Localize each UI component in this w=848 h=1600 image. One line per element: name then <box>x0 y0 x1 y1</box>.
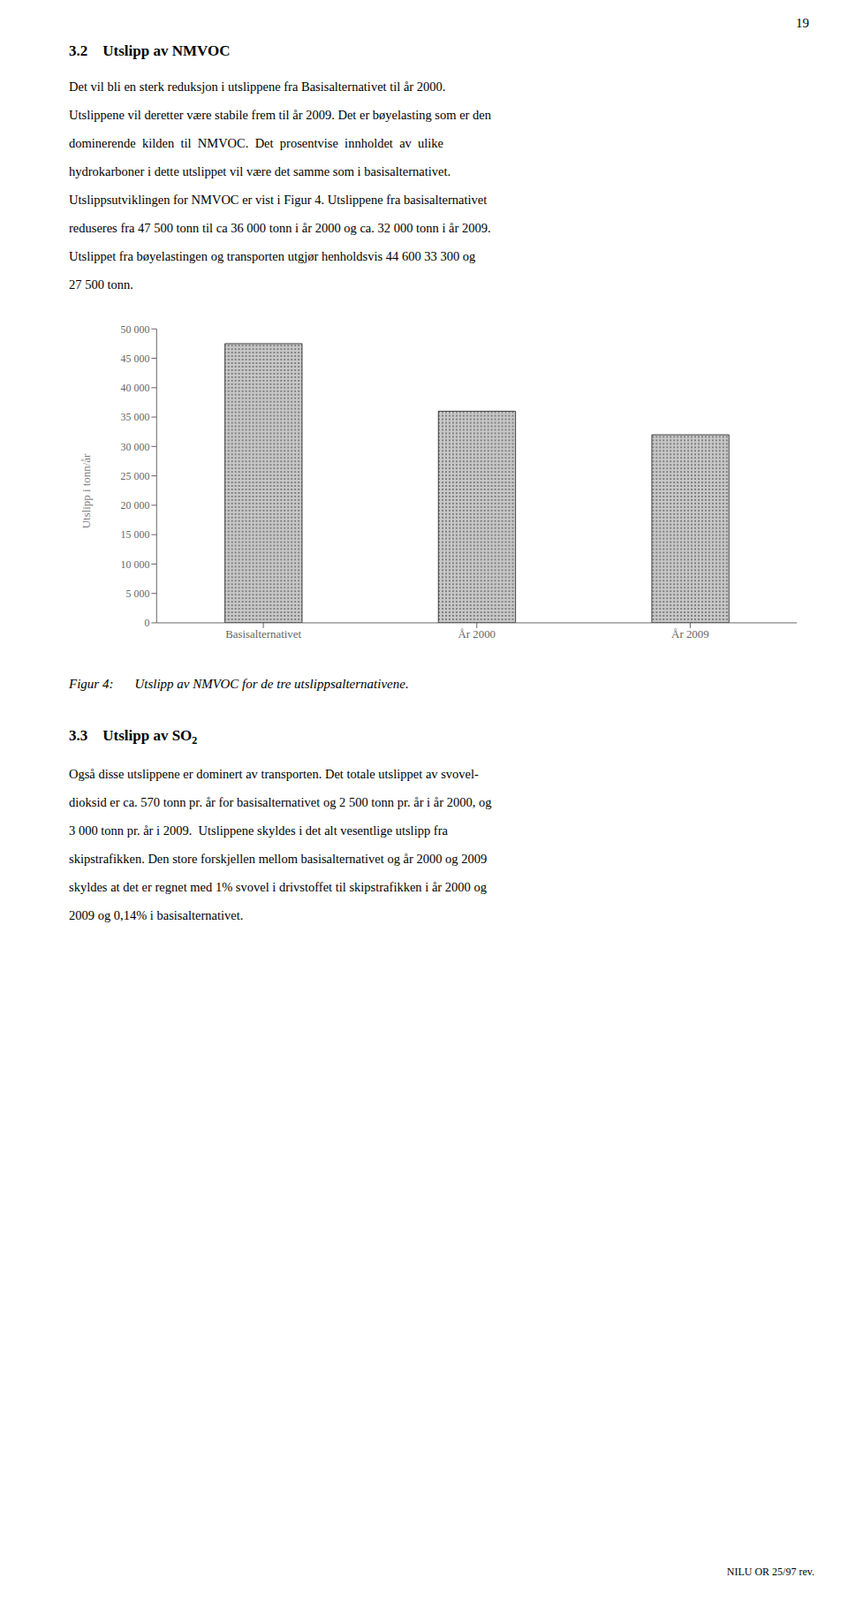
html-text:Det vil bli en sterk reduksjon: Det vil bli en sterk reduksjon i utslipp… <box>68 79 446 94</box>
html-text:Utslippet fra bøyelastingen og: Utslippet fra bøyelastingen og transport… <box>68 249 476 264</box>
svg-text:50 000: 50 000 <box>121 323 151 336</box>
html-text:Figur 4:: Figur 4: <box>68 676 114 691</box>
html-text:NILU OR 25/97 rev.: NILU OR 25/97 rev. <box>726 1565 815 1578</box>
html-text:Utslippsutviklingen for NMVOC: Utslippsutviklingen for NMVOC er vist i … <box>68 192 487 207</box>
svg-text:20 000: 20 000 <box>121 499 151 512</box>
svg-text:15 000: 15 000 <box>121 528 151 541</box>
html-text:27 500 tonn.: 27 500 tonn. <box>68 277 134 292</box>
html-text:3.2 Utslipp av NMVOC: 3.2 Utslipp av NMVOC <box>68 42 231 60</box>
svg-text:30 000: 30 000 <box>121 440 151 454</box>
svg-text:År 2000: År 2000 <box>457 628 496 641</box>
html-text:Utslippene vil deretter være s: Utslippene vil deretter være stabile fre… <box>68 107 492 122</box>
svg-text:5 000: 5 000 <box>126 587 151 600</box>
html-text:3.3 Utslipp av SO2: 3.3 Utslipp av SO2 <box>68 726 198 747</box>
svg-text:År 2009: År 2009 <box>671 628 710 641</box>
svg-text:10 000: 10 000 <box>121 558 151 571</box>
html-text:hydrokarboner i dette utslippe: hydrokarboner i dette utslippet vil være… <box>68 164 451 179</box>
html-text:dioksid er ca. 570 tonn pr. år: dioksid er ca. 570 tonn pr. år for basis… <box>68 795 492 810</box>
svg-text:45 000: 45 000 <box>121 352 151 365</box>
html-text:2009 og 0,14% i basisalternati: 2009 og 0,14% i basisalternativet. <box>68 908 244 923</box>
svg-text:35 000: 35 000 <box>121 410 151 424</box>
html-text:dominerende kilden til NMVOC.: dominerende kilden til NMVOC. Det prosen… <box>68 136 444 151</box>
svg-text:0: 0 <box>143 616 150 629</box>
html-text:reduseres fra 47 500 tonn til: reduseres fra 47 500 tonn til ca 36 000 … <box>68 220 491 235</box>
svg-text:40 000: 40 000 <box>121 381 151 394</box>
html-text:skipstrafikken. Den store fors: skipstrafikken. Den store forskjellen me… <box>68 851 487 867</box>
svg-text:25 000: 25 000 <box>121 469 151 483</box>
svg-text:Basisalternativet: Basisalternativet <box>225 628 302 641</box>
html-text:3 000 tonn pr. år i 2009. Utsl: 3 000 tonn pr. år i 2009. Utslippene sky… <box>68 823 448 838</box>
html-text:19: 19 <box>795 15 810 31</box>
html-text:skyldes at det er regnet med 1: skyldes at det er regnet med 1% svovel i… <box>68 880 487 895</box>
html-text:Også disse utslippene er domin: Også disse utslippene er dominert av tra… <box>68 767 479 782</box>
html-text:Utslipp av NMVOC for de tre ut: Utslipp av NMVOC for de tre utslippsalte… <box>134 676 409 691</box>
svg-text:Utslipp i tonn/år: Utslipp i tonn/år <box>80 453 93 529</box>
